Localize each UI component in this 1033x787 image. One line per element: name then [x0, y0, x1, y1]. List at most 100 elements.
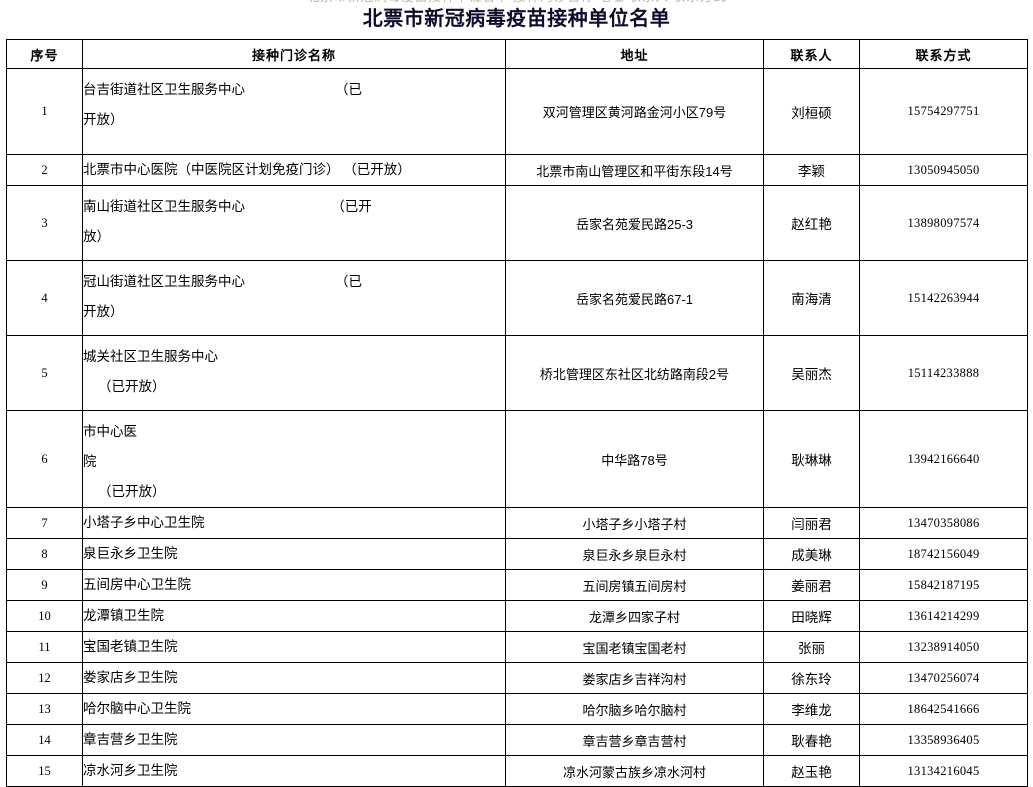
cell-name: 冠山街道社区卫生服务中心 （已 开放） [82, 260, 506, 336]
table-row: 8 泉巨永乡卫生院 泉巨永乡泉巨永村 成美琳 18742156049 [6, 538, 1028, 570]
cell-address: 娄家店乡吉祥沟村 [505, 662, 764, 694]
cell-seq: 6 [6, 410, 83, 508]
vaccination-units-table: 序号 接种门诊名称 地址 联系人 联系方式 1 台吉街道社区卫生服务中心 （已 开… [6, 39, 1028, 787]
cell-person: 赵红艳 [763, 185, 860, 261]
cell-address: 龙潭乡四家子村 [505, 600, 764, 632]
cell-seq: 9 [6, 569, 83, 601]
cell-contact: 13238914050 [859, 631, 1028, 663]
cell-address: 章吉营乡章吉营村 [505, 724, 764, 756]
cell-seq: 14 [6, 724, 83, 756]
cell-name: 宝国老镇卫生院 [82, 631, 506, 663]
cell-seq: 10 [6, 600, 83, 632]
cell-contact: 13470256074 [859, 662, 1028, 694]
cell-contact: 13614214299 [859, 600, 1028, 632]
table-row: 6 市中心医 院 （已开放） 中华路78号 耿琳琳 13942166640 [6, 410, 1028, 508]
cell-contact: 13470358086 [859, 507, 1028, 539]
column-header-address: 地址 [505, 39, 764, 69]
table-row: 10 龙潭镇卫生院 龙潭乡四家子村 田晓辉 13614214299 [6, 600, 1028, 632]
table-row: 15 凉水河乡卫生院 凉水河蒙古族乡凉水河村 赵玉艳 13134216045 [6, 755, 1028, 787]
cell-name: 哈尔脑中心卫生院 [82, 693, 506, 725]
cell-contact: 15754297751 [859, 68, 1028, 155]
cell-contact: 15142263944 [859, 260, 1028, 336]
cell-seq: 8 [6, 538, 83, 570]
cell-person: 吴丽杰 [763, 335, 860, 411]
table-container: 序号 接种门诊名称 地址 联系人 联系方式 1 台吉街道社区卫生服务中心 （已 开… [0, 39, 1033, 787]
cell-address: 泉巨永乡泉巨永村 [505, 538, 764, 570]
cell-person: 耿琳琳 [763, 410, 860, 508]
cell-seq: 7 [6, 507, 83, 539]
cell-address: 凉水河蒙古族乡凉水河村 [505, 755, 764, 787]
cell-seq: 2 [6, 154, 83, 186]
cell-contact: 13050945050 [859, 154, 1028, 186]
cell-name: 台吉街道社区卫生服务中心 （已 开放） [82, 68, 506, 155]
cell-name: 章吉营乡卫生院 [82, 724, 506, 756]
cell-person: 姜丽君 [763, 569, 860, 601]
cell-contact: 15114233888 [859, 335, 1028, 411]
table-row: 2 北票市中心医院（中医院区计划免疫门诊） （已开放） 北票市南山管理区和平街东段1… [6, 154, 1028, 186]
cell-address: 中华路78号 [505, 410, 764, 508]
column-header-seq: 序号 [6, 39, 83, 69]
cell-name: 市中心医 院 （已开放） [82, 410, 506, 508]
table-header-row: 序号 接种门诊名称 地址 联系人 联系方式 [6, 39, 1028, 69]
cell-seq: 4 [6, 260, 83, 336]
table-row: 1 台吉街道社区卫生服务中心 （已 开放） 双河管理区黄河路金河小区79号 刘桓硕 15… [6, 68, 1028, 155]
table-row: 7 小塔子乡中心卫生院 小塔子乡小塔子村 闫丽君 13470358086 [6, 507, 1028, 539]
cell-address: 岳家名苑爱民路67-1 [505, 260, 764, 336]
cell-seq: 12 [6, 662, 83, 694]
table-row: 13 哈尔脑中心卫生院 哈尔脑乡哈尔脑村 李维龙 18642541666 [6, 693, 1028, 725]
cell-name: 城关社区卫生服务中心 （已开放） [82, 335, 506, 411]
cell-address: 桥北管理区东社区北纺路南段2号 [505, 335, 764, 411]
table-row: 5 城关社区卫生服务中心 （已开放） 桥北管理区东社区北纺路南段2号 吴丽杰 15114… [6, 335, 1028, 411]
cell-name: 南山街道社区卫生服务中心 （已开 放） [82, 185, 506, 261]
table-row: 4 冠山街道社区卫生服务中心 （已 开放） 岳家名苑爱民路67-1 南海清 151422… [6, 260, 1028, 336]
cell-contact: 15842187195 [859, 569, 1028, 601]
cell-contact: 13134216045 [859, 755, 1028, 787]
cell-person: 闫丽君 [763, 507, 860, 539]
cell-seq: 5 [6, 335, 83, 411]
cell-name: 泉巨永乡卫生院 [82, 538, 506, 570]
cell-name: 凉水河乡卫生院 [82, 755, 506, 787]
cell-name: 龙潭镇卫生院 [82, 600, 506, 632]
cell-seq: 13 [6, 693, 83, 725]
cell-address: 哈尔脑乡哈尔脑村 [505, 693, 764, 725]
cell-person: 耿春艳 [763, 724, 860, 756]
cell-name: 小塔子乡中心卫生院 [82, 507, 506, 539]
cell-address: 北票市南山管理区和平街东段14号 [505, 154, 764, 186]
cell-person: 李颖 [763, 154, 860, 186]
cell-seq: 1 [6, 68, 83, 155]
page-title: 北票市新冠病毒疫苗接种单位名单 [362, 8, 671, 30]
cell-person: 徐东玲 [763, 662, 860, 694]
cell-contact: 13898097574 [859, 185, 1028, 261]
cell-person: 成美琳 [763, 538, 860, 570]
cell-person: 田晓辉 [763, 600, 860, 632]
table-row: 14 章吉营乡卫生院 章吉营乡章吉营村 耿春艳 13358936405 [6, 724, 1028, 756]
cell-person: 刘桓硕 [763, 68, 860, 155]
cell-contact: 18742156049 [859, 538, 1028, 570]
cell-person: 南海清 [763, 260, 860, 336]
cell-contact: 18642541666 [859, 693, 1028, 725]
cell-seq: 15 [6, 755, 83, 787]
cell-person: 张丽 [763, 631, 860, 663]
table-row: 3 南山街道社区卫生服务中心 （已开 放） 岳家名苑爱民路25-3 赵红艳 138980… [6, 185, 1028, 261]
cell-contact: 13358936405 [859, 724, 1028, 756]
cell-person: 李维龙 [763, 693, 860, 725]
table-row: 11 宝国老镇卫生院 宝国老镇宝国老村 张丽 13238914050 [6, 631, 1028, 663]
cell-address: 五间房镇五间房村 [505, 569, 764, 601]
table-row: 12 娄家店乡卫生院 娄家店乡吉祥沟村 徐东玲 13470256074 [6, 662, 1028, 694]
cell-person: 赵玉艳 [763, 755, 860, 787]
cell-address: 岳家名苑爱民路25-3 [505, 185, 764, 261]
cell-address: 小塔子乡小塔子村 [505, 507, 764, 539]
cell-seq: 3 [6, 185, 83, 261]
column-header-contact: 联系方式 [859, 39, 1028, 69]
table-header: 序号 接种门诊名称 地址 联系人 联系方式 [6, 39, 1028, 69]
column-header-name: 接种门诊名称 [82, 39, 506, 69]
clipped-top-text: 北票市新冠病毒疫苗接种单位名单 接种门诊名称 地址 联系人 联系方式 [0, 0, 1033, 3]
cell-name: 娄家店乡卫生院 [82, 662, 506, 694]
table-row: 9 五间房中心卫生院 五间房镇五间房村 姜丽君 15842187195 [6, 569, 1028, 601]
cell-seq: 11 [6, 631, 83, 663]
cell-address: 双河管理区黄河路金河小区79号 [505, 68, 764, 155]
cell-contact: 13942166640 [859, 410, 1028, 508]
cell-address: 宝国老镇宝国老村 [505, 631, 764, 663]
table-body: 1 台吉街道社区卫生服务中心 （已 开放） 双河管理区黄河路金河小区79号 刘桓硕 15… [6, 68, 1028, 787]
cell-name: 北票市中心医院（中医院区计划免疫门诊） （已开放） [82, 154, 506, 186]
